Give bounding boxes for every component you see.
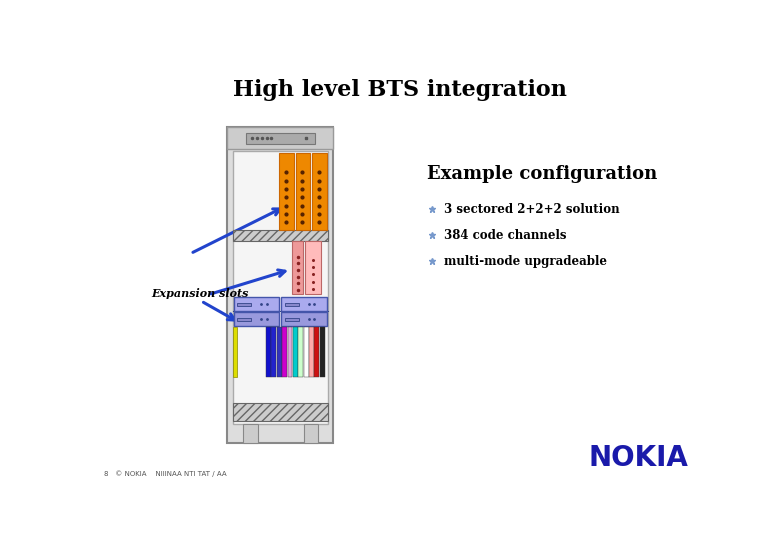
Bar	[232, 403, 328, 421]
Bar	[232, 327, 236, 377]
Bar	[303, 424, 318, 443]
Text: High level BTS integration: High level BTS integration	[232, 79, 567, 102]
Bar	[285, 318, 299, 321]
Bar	[234, 312, 279, 326]
Text: multi-mode upgradeable: multi-mode upgradeable	[444, 254, 607, 267]
Bar	[320, 327, 324, 377]
Bar	[303, 327, 309, 377]
Bar	[237, 318, 251, 321]
Bar	[288, 327, 292, 377]
Bar	[312, 153, 327, 230]
Bar	[292, 241, 303, 294]
Bar	[228, 127, 333, 149]
Bar	[234, 298, 279, 310]
Text: 8   © NOKIA    NIIINAA NTI TAT / AA: 8 © NOKIA NIIINAA NTI TAT / AA	[104, 470, 226, 477]
Bar	[282, 298, 327, 310]
Text: Expansion slots: Expansion slots	[151, 288, 249, 299]
Bar	[279, 153, 294, 230]
Bar	[282, 327, 287, 377]
Bar	[298, 327, 303, 377]
Bar	[282, 312, 327, 326]
Bar	[271, 327, 276, 377]
Bar	[246, 133, 315, 144]
Bar	[305, 241, 321, 294]
Text: 384 code channels: 384 code channels	[444, 229, 566, 242]
Bar	[277, 327, 282, 377]
Bar	[232, 151, 328, 424]
Bar	[228, 127, 333, 443]
Bar	[285, 302, 299, 306]
Bar	[293, 327, 298, 377]
Text: 3 sectored 2+2+2 solution: 3 sectored 2+2+2 solution	[444, 203, 619, 216]
Text: Example configuration: Example configuration	[427, 165, 658, 183]
Bar	[296, 153, 310, 230]
Bar	[243, 424, 258, 443]
Bar	[237, 302, 251, 306]
Bar	[266, 327, 271, 377]
Bar	[232, 230, 328, 240]
Bar	[314, 327, 319, 377]
Text: NOKIA: NOKIA	[589, 444, 689, 472]
Bar	[309, 327, 314, 377]
